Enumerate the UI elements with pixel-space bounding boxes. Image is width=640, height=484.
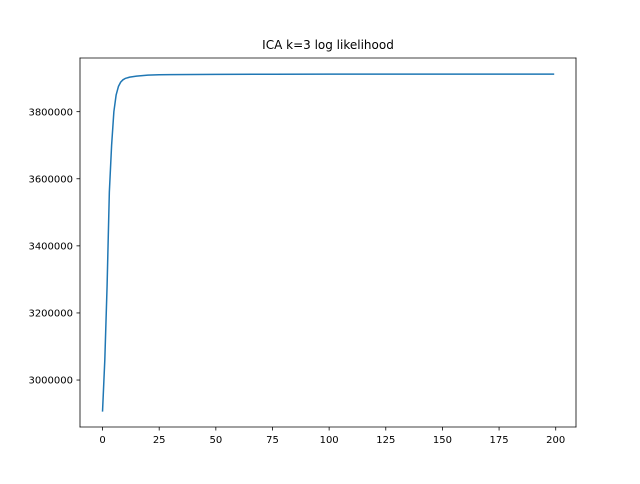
x-tick-label: 25	[153, 435, 166, 446]
plot-area	[101, 73, 555, 412]
x-tick-label: 75	[266, 435, 279, 446]
chart-title: ICA k=3 log likelihood	[262, 38, 394, 52]
axes: 0 25 50 75 100 125 150 175 200 3000000 3200000 3400…	[28, 57, 577, 446]
x-tick-label: 175	[490, 435, 509, 446]
x-tick-label: 0	[99, 435, 105, 446]
x-tick-label: 100	[320, 435, 339, 446]
series-line-0	[101, 73, 555, 412]
y-tick-label: 3800000	[28, 107, 73, 118]
y-tick-label: 3600000	[28, 174, 73, 185]
y-tick-label: 3000000	[28, 376, 73, 387]
x-tick-label: 200	[546, 435, 565, 446]
x-tick-label: 125	[376, 435, 395, 446]
y-tick-label: 3400000	[28, 241, 73, 252]
y-tick-label: 3200000	[28, 309, 73, 320]
x-tick-label: 150	[433, 435, 452, 446]
x-tick-label: 50	[209, 435, 222, 446]
